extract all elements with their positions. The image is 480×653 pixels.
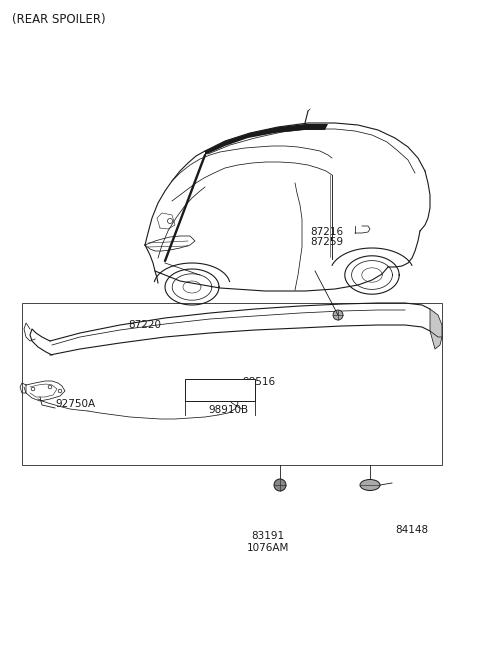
Text: 83191: 83191 (252, 531, 285, 541)
Polygon shape (430, 309, 442, 349)
Text: 1076AM: 1076AM (247, 543, 289, 553)
Ellipse shape (360, 479, 380, 490)
Text: (REAR SPOILER): (REAR SPOILER) (12, 13, 106, 26)
Bar (22, 303, 442, 465)
Text: 84148: 84148 (395, 525, 428, 535)
Text: H0300R: H0300R (200, 385, 240, 395)
Polygon shape (205, 124, 328, 155)
Circle shape (333, 310, 343, 320)
Text: 98516: 98516 (242, 377, 275, 387)
Text: 98910B: 98910B (208, 405, 248, 415)
Circle shape (48, 385, 52, 389)
Bar (185, 379, 255, 401)
Circle shape (58, 389, 62, 393)
Text: 87259: 87259 (310, 237, 343, 247)
Circle shape (274, 479, 286, 491)
Text: 87220: 87220 (128, 320, 161, 330)
Text: 92750A: 92750A (55, 399, 95, 409)
Text: 87216: 87216 (310, 227, 343, 237)
Circle shape (31, 387, 35, 390)
